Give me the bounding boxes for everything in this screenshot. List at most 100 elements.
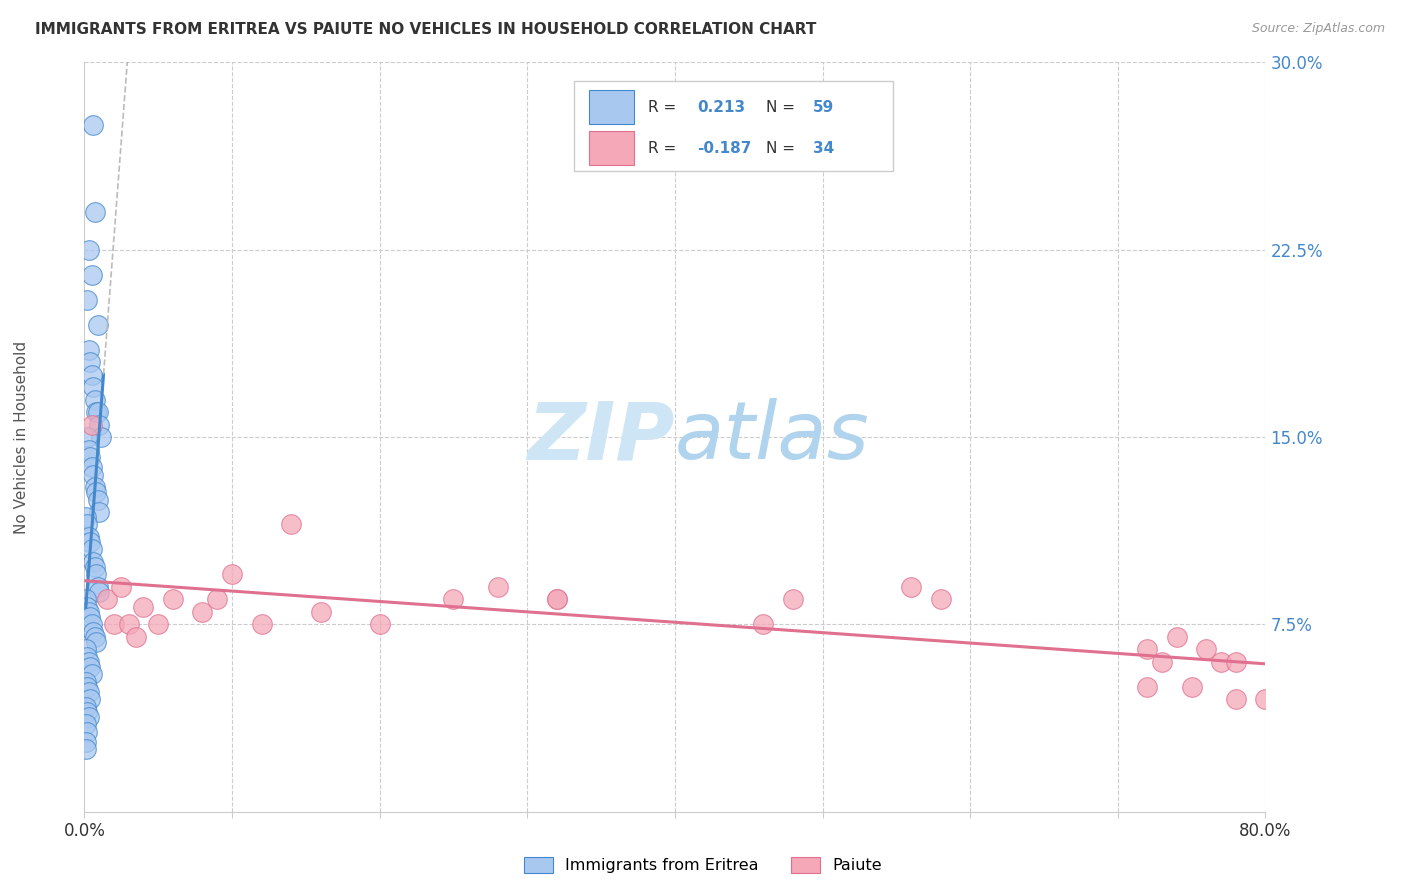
Point bbox=[929, 592, 952, 607]
Point bbox=[77, 710, 100, 724]
Point bbox=[83, 630, 105, 644]
Text: 59: 59 bbox=[813, 100, 834, 114]
Point bbox=[368, 617, 391, 632]
Point bbox=[80, 417, 103, 432]
Point bbox=[80, 368, 103, 382]
Point bbox=[1225, 655, 1247, 669]
Point bbox=[75, 642, 97, 657]
Text: -0.187: -0.187 bbox=[697, 141, 752, 156]
Text: R =: R = bbox=[648, 100, 681, 114]
Point bbox=[76, 724, 98, 739]
Point bbox=[280, 517, 302, 532]
Point bbox=[76, 517, 98, 532]
Y-axis label: No Vehicles in Household: No Vehicles in Household bbox=[14, 341, 28, 533]
Legend: Immigrants from Eritrea, Paiute: Immigrants from Eritrea, Paiute bbox=[517, 850, 889, 880]
Point bbox=[82, 380, 104, 394]
Point bbox=[207, 592, 229, 607]
Point bbox=[77, 343, 100, 357]
Point bbox=[83, 480, 105, 494]
Point bbox=[87, 505, 111, 519]
Point bbox=[75, 510, 97, 524]
Text: R =: R = bbox=[648, 141, 681, 156]
Point bbox=[162, 592, 184, 607]
Point bbox=[191, 605, 214, 619]
Point bbox=[118, 617, 141, 632]
Point bbox=[86, 405, 108, 419]
Point bbox=[76, 430, 98, 444]
Point bbox=[1150, 655, 1173, 669]
Point bbox=[75, 735, 97, 749]
Point bbox=[80, 268, 103, 282]
Text: N =: N = bbox=[766, 100, 800, 114]
Point bbox=[79, 660, 101, 674]
Point bbox=[80, 617, 103, 632]
Point bbox=[84, 635, 107, 649]
Point bbox=[546, 592, 568, 607]
Point bbox=[148, 617, 170, 632]
Point bbox=[546, 592, 568, 607]
Point bbox=[83, 560, 105, 574]
Text: N =: N = bbox=[766, 141, 800, 156]
Point bbox=[87, 585, 111, 599]
Point bbox=[84, 485, 107, 500]
Point bbox=[110, 580, 132, 594]
Point bbox=[125, 630, 148, 644]
Text: 34: 34 bbox=[813, 141, 834, 156]
Point bbox=[96, 592, 118, 607]
Point bbox=[75, 699, 97, 714]
Point bbox=[75, 674, 97, 689]
Point bbox=[1195, 642, 1218, 657]
Point bbox=[79, 535, 101, 549]
Point bbox=[86, 492, 108, 507]
Point bbox=[77, 442, 100, 457]
FancyBboxPatch shape bbox=[589, 131, 634, 165]
Point bbox=[75, 592, 97, 607]
Point bbox=[76, 649, 98, 664]
FancyBboxPatch shape bbox=[575, 81, 893, 171]
Point bbox=[76, 599, 98, 614]
Point bbox=[79, 450, 101, 464]
Point bbox=[80, 542, 103, 557]
Point bbox=[83, 205, 105, 219]
Text: atlas: atlas bbox=[675, 398, 870, 476]
Point bbox=[75, 717, 97, 731]
Text: Source: ZipAtlas.com: Source: ZipAtlas.com bbox=[1251, 22, 1385, 36]
Point bbox=[443, 592, 465, 607]
Text: 0.213: 0.213 bbox=[697, 100, 745, 114]
Point bbox=[309, 605, 332, 619]
Point bbox=[90, 430, 112, 444]
Point bbox=[86, 580, 108, 594]
Point bbox=[79, 610, 101, 624]
Point bbox=[77, 685, 100, 699]
Point bbox=[782, 592, 804, 607]
Point bbox=[82, 118, 104, 132]
Point bbox=[86, 318, 108, 332]
Point bbox=[75, 742, 97, 756]
Point bbox=[77, 605, 100, 619]
Point bbox=[77, 530, 100, 544]
Point bbox=[84, 567, 107, 582]
Point bbox=[82, 624, 104, 639]
Point bbox=[1225, 692, 1247, 706]
Point bbox=[1181, 680, 1204, 694]
FancyBboxPatch shape bbox=[589, 90, 634, 124]
Point bbox=[80, 667, 103, 681]
Point bbox=[103, 617, 125, 632]
Point bbox=[77, 655, 100, 669]
Point bbox=[1254, 692, 1277, 706]
Point bbox=[79, 355, 101, 369]
Text: IMMIGRANTS FROM ERITREA VS PAIUTE NO VEHICLES IN HOUSEHOLD CORRELATION CHART: IMMIGRANTS FROM ERITREA VS PAIUTE NO VEH… bbox=[35, 22, 817, 37]
Point bbox=[83, 392, 105, 407]
Point bbox=[132, 599, 155, 614]
Point bbox=[250, 617, 273, 632]
Point bbox=[1211, 655, 1233, 669]
Point bbox=[77, 243, 100, 257]
Point bbox=[752, 617, 775, 632]
Point bbox=[87, 417, 111, 432]
Point bbox=[1166, 630, 1188, 644]
Point bbox=[79, 692, 101, 706]
Text: ZIP: ZIP bbox=[527, 398, 675, 476]
Point bbox=[80, 460, 103, 475]
Point bbox=[76, 680, 98, 694]
Point bbox=[84, 405, 107, 419]
